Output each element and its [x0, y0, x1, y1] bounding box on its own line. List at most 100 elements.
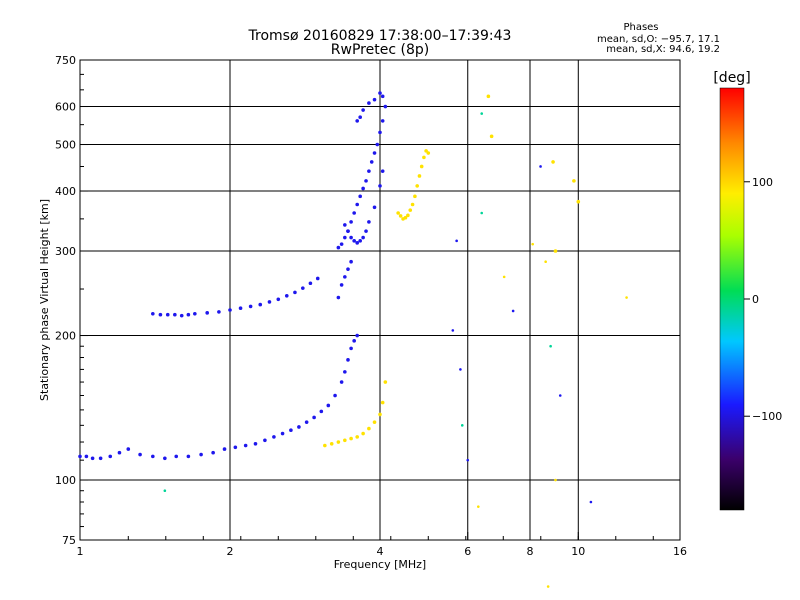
data-point-x-mode	[329, 441, 334, 446]
data-point-x-mode	[349, 436, 353, 441]
chart-subtitle: RwPretec (8p)	[331, 42, 429, 58]
data-point-o-mode	[361, 186, 365, 191]
data-point-x-mode	[372, 420, 377, 424]
colorbar-tick-label: 100	[752, 176, 773, 189]
data-point-x-mode	[413, 194, 417, 199]
data-point-o-mode	[151, 454, 155, 459]
data-point-o-mode	[126, 447, 131, 451]
data-point-x-mode	[396, 211, 400, 215]
data-point-x-mode	[361, 431, 365, 436]
phases-heading: Phases	[623, 22, 658, 33]
data-point-o-mode	[361, 108, 365, 112]
data-point-o-mode	[308, 281, 313, 286]
data-point-scattered	[625, 296, 628, 299]
data-point-scattered	[549, 344, 552, 348]
data-point-o-mode	[304, 420, 309, 424]
data-point-scattered	[539, 165, 542, 168]
data-point-o-mode	[138, 452, 142, 457]
data-point-x-mode	[489, 134, 494, 139]
data-point-o-mode	[346, 358, 350, 362]
data-point-o-mode	[276, 297, 281, 302]
data-point-o-mode	[233, 445, 238, 450]
data-point-scattered	[511, 309, 515, 313]
data-point-x-mode	[551, 160, 555, 164]
data-point-o-mode	[243, 443, 248, 448]
data-point-x-mode	[323, 443, 327, 448]
data-point-o-mode	[186, 454, 191, 459]
data-point-o-mode	[343, 235, 347, 240]
data-point-x-mode	[417, 174, 422, 178]
data-point-scattered	[554, 478, 557, 482]
data-point-o-mode	[258, 302, 263, 307]
data-point-o-mode	[372, 205, 377, 210]
data-point-scattered	[480, 211, 484, 215]
data-point-scattered	[531, 242, 534, 246]
data-point-o-mode	[355, 119, 359, 123]
data-point-o-mode	[355, 202, 359, 207]
data-point-o-mode	[361, 235, 365, 240]
colorbar-label: [deg]	[713, 70, 750, 86]
data-point-o-mode	[378, 130, 382, 135]
data-point-o-mode	[367, 101, 371, 105]
data-point-o-mode	[284, 293, 289, 298]
data-point-o-mode	[378, 184, 382, 188]
x-tick-label: 16	[673, 545, 687, 558]
data-point-o-mode	[367, 169, 371, 173]
data-point-o-mode	[301, 286, 305, 290]
data-point-o-mode	[78, 454, 82, 459]
data-point-o-mode	[297, 425, 301, 429]
data-point-x-mode	[422, 155, 426, 160]
data-point-o-mode	[336, 245, 341, 250]
data-point-o-mode	[349, 346, 353, 351]
data-point-scattered	[502, 275, 506, 279]
data-point-o-mode	[199, 452, 203, 457]
data-point-o-mode	[217, 310, 221, 314]
x-tick-label: 8	[527, 545, 534, 558]
data-point-o-mode	[355, 241, 359, 245]
data-point-o-mode	[186, 312, 191, 317]
y-axis-label: Stationary phase Virtual Height [km]	[38, 199, 51, 401]
data-point-o-mode	[358, 115, 362, 120]
data-point-o-mode	[193, 311, 197, 316]
data-point-x-mode	[572, 179, 576, 183]
data-point-o-mode	[358, 194, 362, 199]
data-point-scattered	[477, 505, 480, 508]
data-point-o-mode	[267, 300, 272, 304]
data-point-o-mode	[367, 220, 371, 224]
data-point-o-mode	[165, 312, 170, 317]
y-axis-ticks: 75 100 200 300 400 500 600 750	[55, 54, 88, 547]
data-point-o-mode	[263, 438, 267, 443]
data-point-x-mode	[380, 400, 385, 405]
data-point-x-mode	[383, 380, 388, 384]
data-point-scattered	[589, 500, 593, 504]
data-point-x-mode	[343, 438, 347, 443]
data-point-o-mode	[253, 441, 258, 446]
x-tick-label: 6	[464, 545, 471, 558]
grid-lines	[80, 60, 680, 540]
data-point-o-mode	[346, 229, 350, 233]
data-point-o-mode	[349, 259, 353, 264]
data-point-o-mode	[380, 169, 385, 173]
data-point-o-mode	[163, 456, 167, 461]
data-point-o-mode	[364, 229, 368, 233]
chart-title: Tromsø 20160829 17:38:00–17:39:43	[248, 28, 512, 44]
colorbar-tick-label: −100	[752, 410, 782, 423]
colorbar-tick-label: 0	[752, 293, 759, 306]
colorbar-ticks: 100 0 −100	[744, 176, 782, 423]
data-point-o-mode	[90, 456, 95, 461]
y-tick-label: 300	[55, 245, 76, 258]
data-point-o-mode	[293, 290, 297, 295]
data-point-x-mode	[419, 164, 424, 169]
data-point-x-mode	[410, 202, 415, 207]
data-point-o-mode	[312, 415, 316, 420]
data-point-o-mode	[272, 435, 276, 439]
data-point-x-mode	[403, 215, 408, 220]
data-point-x-mode	[378, 412, 382, 417]
y-tick-label: 500	[55, 139, 76, 152]
data-point-o-mode	[352, 339, 356, 343]
data-point-o-mode	[352, 211, 356, 215]
data-point-o-mode	[319, 409, 324, 414]
data-point-x-mode	[426, 151, 431, 155]
data-point-o-mode	[333, 393, 337, 398]
